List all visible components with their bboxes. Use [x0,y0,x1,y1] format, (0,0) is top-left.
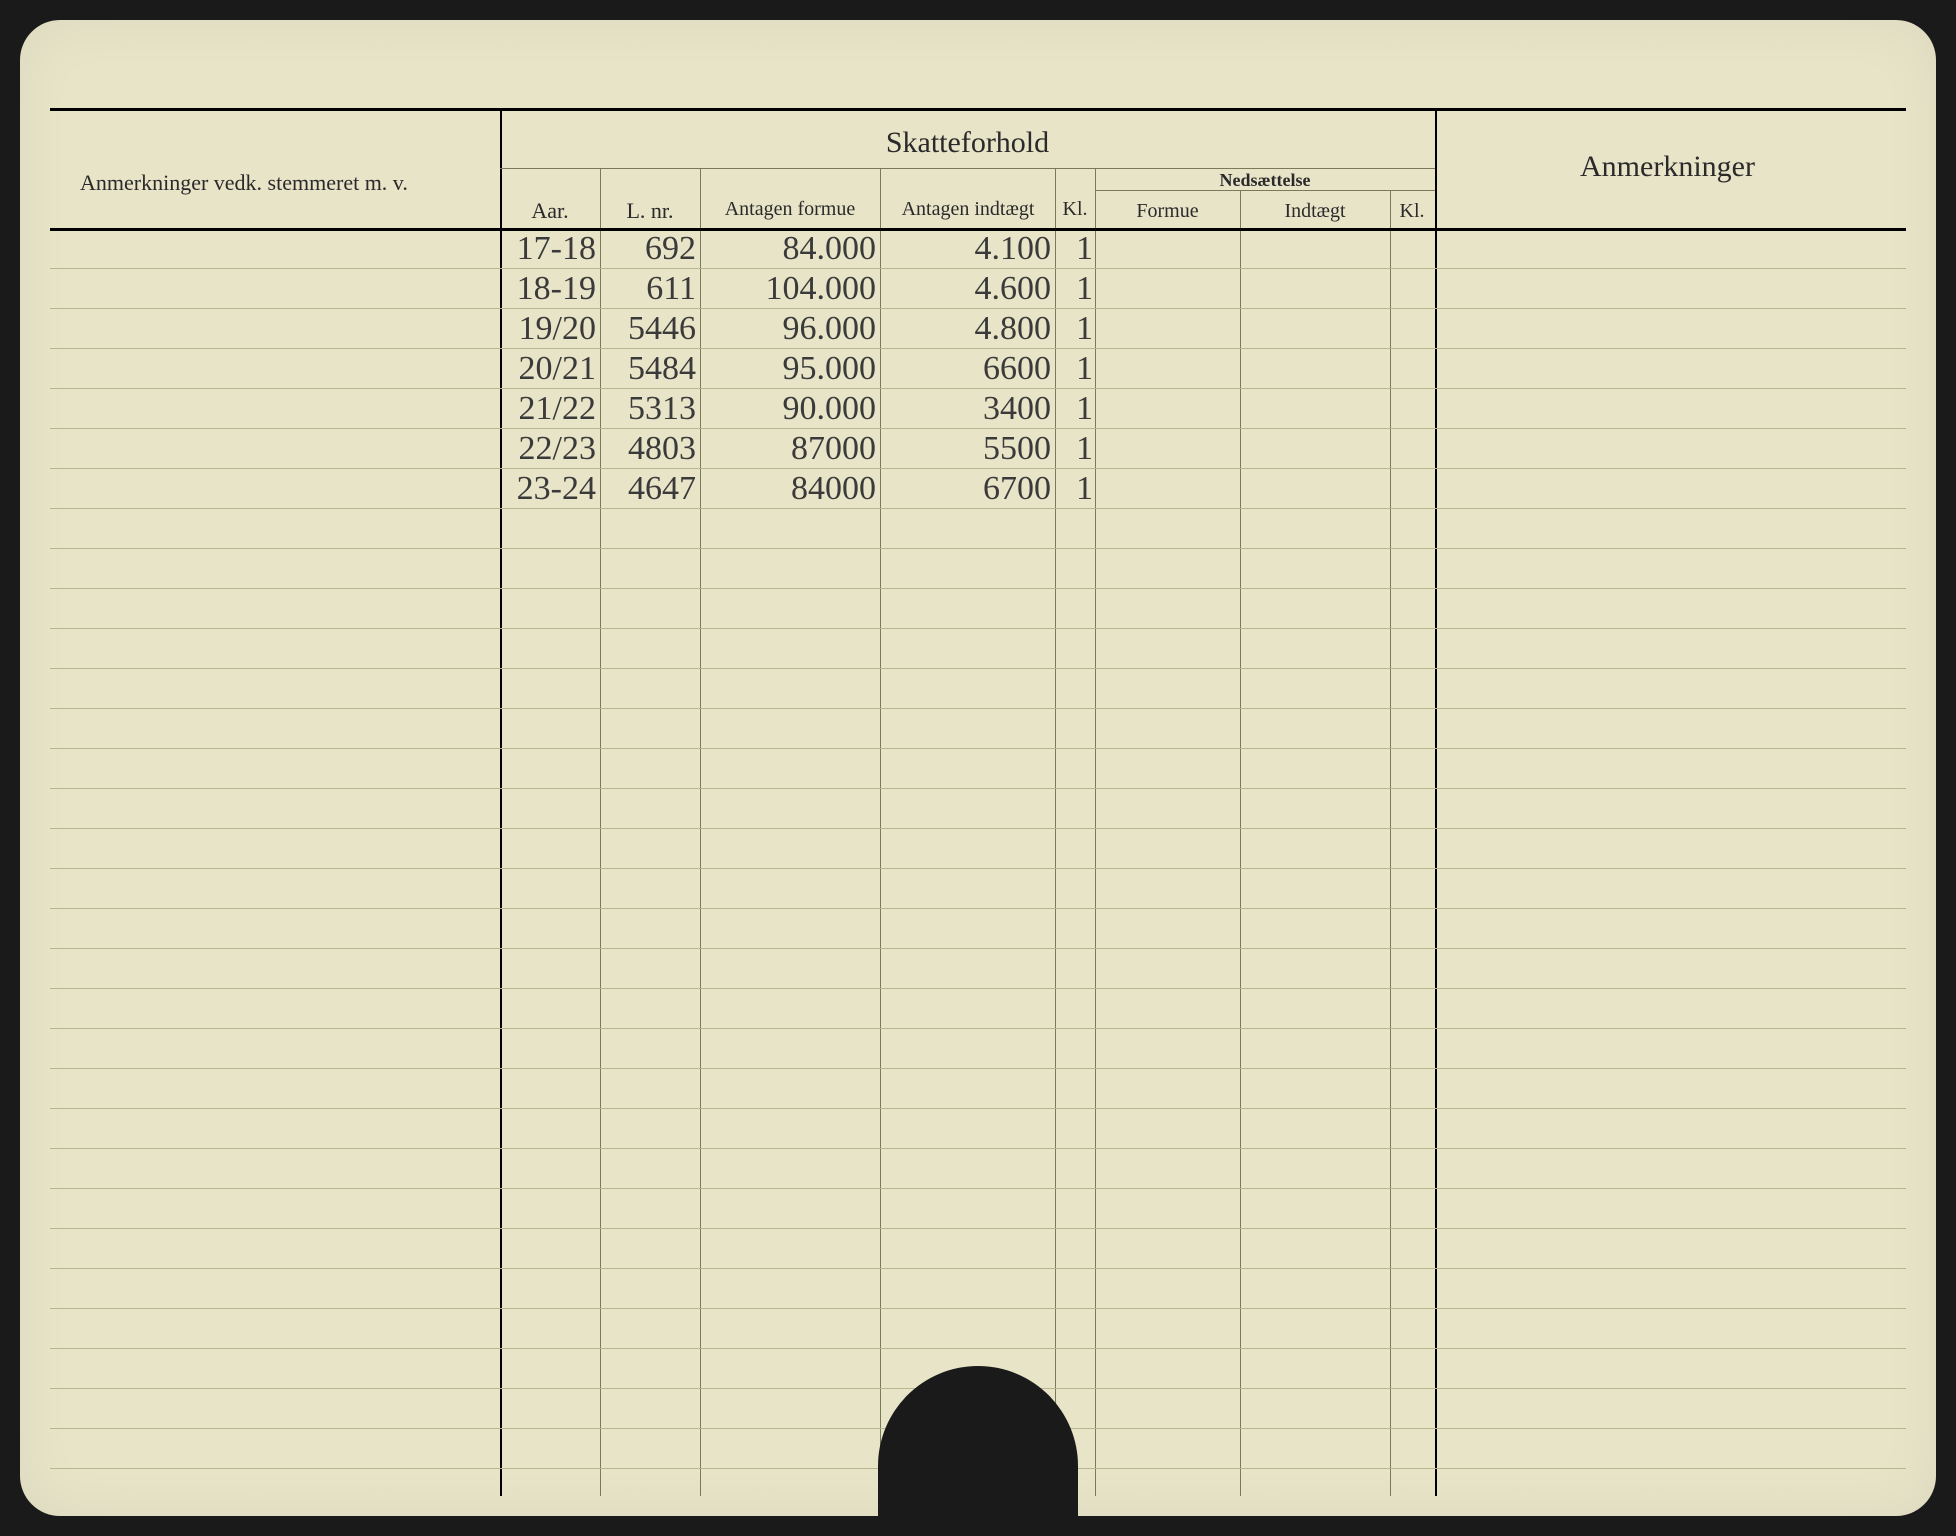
row-line [50,388,1906,389]
cell-indtagt: 4.600 [884,270,1051,308]
row-line [50,1268,1906,1269]
header-antagen-formue: Antagen formue [702,198,878,221]
header-nedsattelse: Nedsættelse [1095,170,1435,191]
cell-indtagt: 4.100 [884,230,1051,268]
row-line [50,908,1906,909]
cell-kl: 1 [1057,470,1093,508]
row-line [50,1428,1906,1429]
cell-formue: 90.000 [704,390,876,428]
row-line [50,628,1906,629]
cell-aar: 18-19 [504,270,596,308]
ledger-card: Anmerkninger vedk. stemmeret m. v. Skatt… [20,20,1936,1516]
header-ned-kl: Kl. [1392,200,1432,223]
row-line [50,1228,1906,1229]
row-line [50,588,1906,589]
cell-formue: 96.000 [704,310,876,348]
header-skatteforhold: Skatteforhold [500,126,1435,160]
cell-indtagt: 6700 [884,470,1051,508]
row-line [50,948,1906,949]
row-line [50,1108,1906,1109]
cell-lnr: 4803 [604,430,696,468]
cell-formue: 84000 [704,470,876,508]
row-line [50,788,1906,789]
row-line [50,708,1906,709]
header-lnr: L. nr. [605,198,695,224]
row-line [50,468,1906,469]
cell-indtagt: 3400 [884,390,1051,428]
cell-formue: 104.000 [704,270,876,308]
cell-indtagt: 6600 [884,350,1051,388]
row-line [50,1068,1906,1069]
row-line [50,268,1906,269]
cell-kl: 1 [1057,430,1093,468]
hline-sub1 [500,168,1435,169]
row-line [50,428,1906,429]
row-line [50,828,1906,829]
row-line [50,348,1906,349]
header-aar: Aar. [505,198,595,224]
header-col1: Anmerkninger vedk. stemmeret m. v. [80,170,480,196]
row-line [50,1348,1906,1349]
row-line [50,868,1906,869]
row-line [50,548,1906,549]
row-line [50,1188,1906,1189]
cell-lnr: 4647 [604,470,696,508]
header-kl: Kl. [1057,198,1093,221]
row-line [50,988,1906,989]
cell-lnr: 5313 [604,390,696,428]
header-ned-formue: Formue [1100,200,1235,223]
top-rule [50,108,1906,111]
cell-lnr: 611 [604,270,696,308]
cell-lnr: 5484 [604,350,696,388]
cell-aar: 21/22 [504,390,596,428]
cell-aar: 20/21 [504,350,596,388]
cell-kl: 1 [1057,390,1093,428]
row-line [50,508,1906,509]
cell-kl: 1 [1057,270,1093,308]
cell-indtagt: 4.800 [884,310,1051,348]
cell-kl: 1 [1057,310,1093,348]
cell-aar: 17-18 [504,230,596,268]
cell-formue: 95.000 [704,350,876,388]
header-anmerkninger: Anmerkninger [1435,150,1900,184]
row-line [50,748,1906,749]
row-line [50,1148,1906,1149]
cell-aar: 22/23 [504,430,596,468]
header-ned-indtagt: Indtægt [1245,200,1385,223]
cell-formue: 84.000 [704,230,876,268]
cell-kl: 1 [1057,350,1093,388]
cell-kl: 1 [1057,230,1093,268]
row-line [50,308,1906,309]
cell-aar: 23-24 [504,470,596,508]
cell-indtagt: 5500 [884,430,1051,468]
cell-lnr: 5446 [604,310,696,348]
row-line [50,1468,1906,1469]
cell-lnr: 692 [604,230,696,268]
header-antagen-indtagt: Antagen indtægt [882,198,1054,221]
cell-formue: 87000 [704,430,876,468]
cell-aar: 19/20 [504,310,596,348]
row-line [50,1388,1906,1389]
row-line [50,1028,1906,1029]
row-line [50,1308,1906,1309]
row-line [50,668,1906,669]
